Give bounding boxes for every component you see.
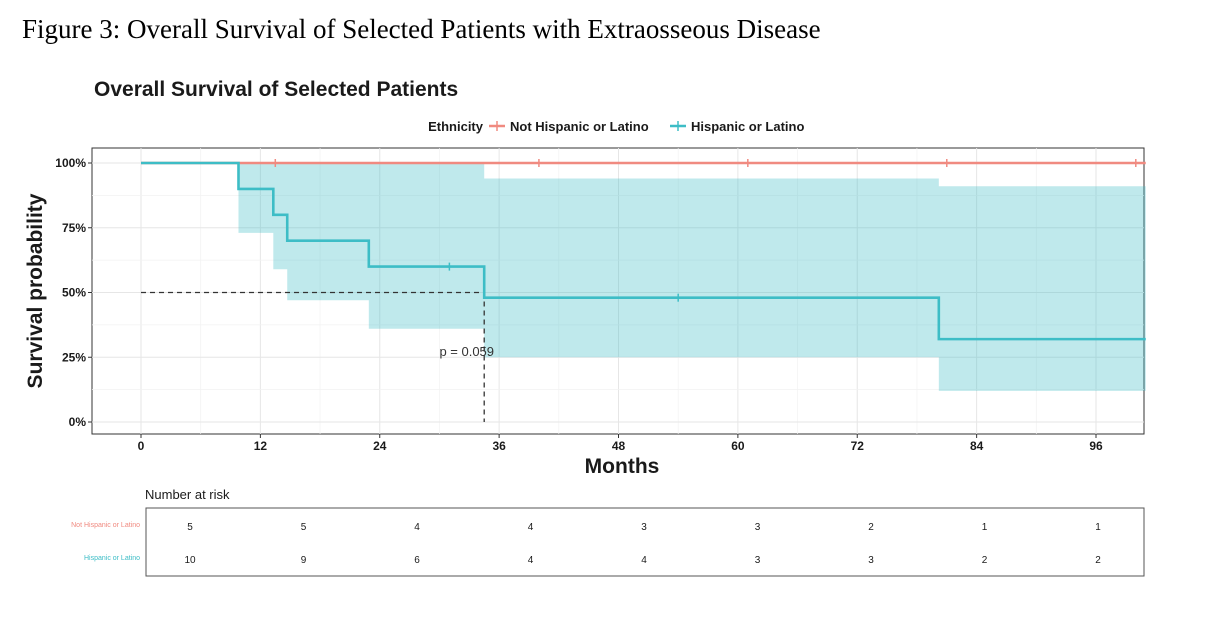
curve-hispanic [141,161,1146,341]
risk-cell: 4 [528,522,534,533]
risk-table-title: Number at risk [145,487,230,502]
risk-table: Not Hispanic or Latino 5 5 4 4 3 3 2 1 1 Hispanic … [71,522,1101,566]
x-tick-label: 96 [1089,439,1103,453]
risk-table-panel [145,507,1145,577]
figure-caption: Figure 3: Overall Survival of Selected P… [22,14,821,44]
x-tick-label: 84 [970,439,984,453]
x-tick-label: 60 [731,439,745,453]
y-axis-label: Survival probability [24,193,47,388]
legend-title: Ethnicity [428,119,484,134]
survival-curves [141,159,1146,341]
y-tick-label: 0% [69,415,87,429]
risk-cell: 10 [184,555,196,566]
risk-row-label: Hispanic or Latino [84,555,140,562]
confidence-band [141,163,1146,391]
y-tick-label: 100% [55,156,86,170]
risk-cell: 1 [1095,522,1101,533]
risk-cell: 5 [187,522,193,533]
y-tick-label: 25% [62,350,86,364]
risk-cell: 4 [641,555,647,566]
x-tick-label: 72 [851,439,865,453]
risk-cell: 1 [982,522,988,533]
risk-cell: 3 [755,522,761,533]
risk-cell: 4 [528,555,534,566]
p-value-annotation: p = 0.059 [439,344,494,359]
y-tick-label: 50% [62,286,86,300]
risk-cell: 2 [1095,555,1101,566]
legend-label-hispanic: Hispanic or Latino [691,119,804,134]
risk-cell: 2 [868,522,874,533]
x-tick-label: 36 [492,439,506,453]
chart-title: Overall Survival of Selected Patients [94,78,459,101]
risk-cell: 3 [641,522,647,533]
risk-row-label: Not Hispanic or Latino [71,522,140,529]
x-tick-label: 0 [138,439,145,453]
ci-band-hispanic [141,163,1146,391]
legend-label-not-hispanic: Not Hispanic or Latino [510,119,649,134]
x-axis-label: Months [585,455,660,478]
x-axis-ticks: 0 12 24 36 48 60 72 84 96 [138,434,1103,453]
x-tick-label: 24 [373,439,387,453]
x-tick-label: 48 [612,439,626,453]
risk-cell: 3 [868,555,874,566]
median-lines [141,291,485,422]
risk-cell: 9 [301,555,307,566]
y-axis-ticks: 0% 25% 50% 75% 100% [55,156,92,429]
risk-cell: 2 [982,555,988,566]
risk-cell: 4 [414,522,420,533]
y-tick-label: 75% [62,221,86,235]
risk-cell: 5 [301,522,307,533]
x-tick-label: 12 [254,439,268,453]
risk-cell: 3 [755,555,761,566]
legend: Ethnicity Not Hispanic or Latino Hispani… [428,119,804,134]
risk-cell: 6 [414,555,420,566]
